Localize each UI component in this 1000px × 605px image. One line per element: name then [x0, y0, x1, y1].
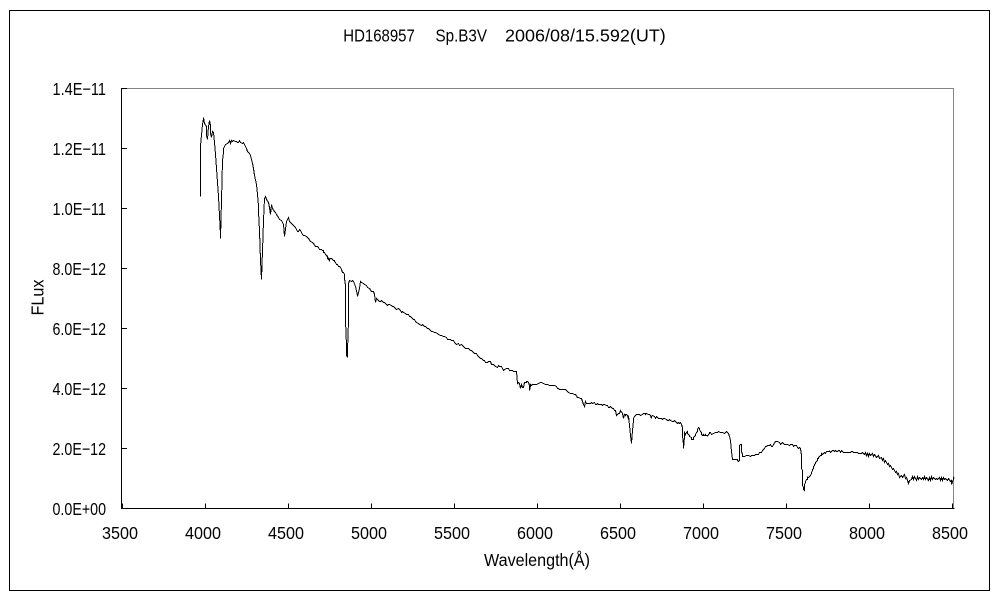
- svg-text:HD168957: HD168957: [343, 26, 415, 46]
- svg-text:2.0E−12: 2.0E−12: [53, 439, 107, 459]
- svg-text:5500: 5500: [434, 523, 470, 543]
- svg-text:1.0E−11: 1.0E−11: [53, 199, 107, 219]
- svg-text:4500: 4500: [268, 523, 304, 543]
- svg-text:8.0E−12: 8.0E−12: [53, 259, 107, 279]
- svg-text:1.4E−11: 1.4E−11: [53, 79, 107, 99]
- svg-text:Sp.B3V: Sp.B3V: [436, 26, 488, 46]
- svg-text:8000: 8000: [849, 523, 885, 543]
- svg-text:7000: 7000: [683, 523, 719, 543]
- svg-text:1.2E−11: 1.2E−11: [53, 139, 107, 159]
- svg-text:6500: 6500: [600, 523, 636, 543]
- svg-text:4000: 4000: [185, 523, 221, 543]
- svg-text:0.0E+00: 0.0E+00: [53, 499, 107, 519]
- svg-text:5000: 5000: [351, 523, 387, 543]
- svg-text:6000: 6000: [517, 523, 553, 543]
- svg-text:6.0E−12: 6.0E−12: [53, 319, 107, 339]
- svg-text:4.0E−12: 4.0E−12: [53, 379, 107, 399]
- svg-text:2006/08/15.592(UT): 2006/08/15.592(UT): [505, 26, 666, 46]
- svg-text:Wavelength(Å): Wavelength(Å): [484, 550, 590, 570]
- svg-text:8500: 8500: [932, 523, 968, 543]
- svg-text:FLux: FLux: [28, 279, 48, 315]
- svg-text:3500: 3500: [102, 523, 138, 543]
- svg-text:7500: 7500: [766, 523, 802, 543]
